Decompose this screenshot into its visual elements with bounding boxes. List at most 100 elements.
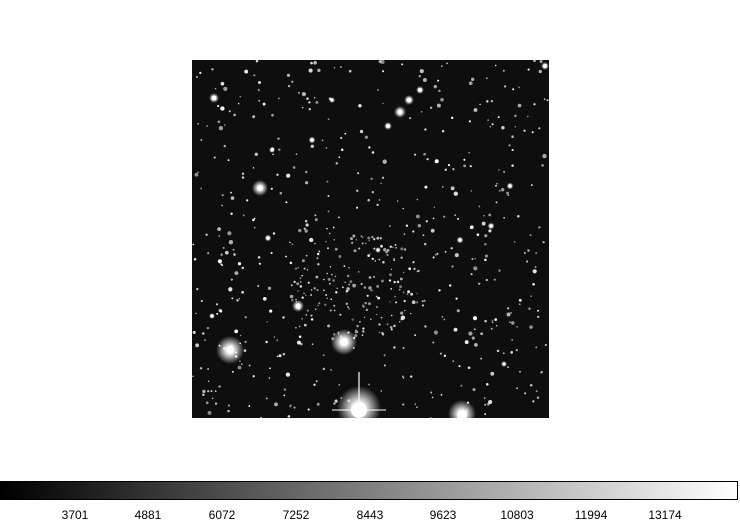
background-star — [524, 392, 527, 395]
background-star — [293, 406, 296, 409]
background-star — [289, 405, 292, 408]
background-star — [430, 391, 433, 394]
cluster-star — [345, 290, 349, 293]
cluster-star — [369, 253, 371, 255]
background-star — [327, 210, 330, 213]
background-star — [422, 78, 427, 82]
background-star — [529, 234, 532, 237]
background-star — [544, 343, 548, 347]
background-star — [299, 285, 303, 288]
background-star — [253, 226, 256, 229]
background-star — [478, 205, 481, 208]
cluster-star — [368, 276, 372, 279]
background-star — [236, 299, 239, 302]
background-star — [258, 99, 261, 102]
background-star — [327, 195, 330, 197]
background-star — [537, 309, 540, 312]
background-star — [393, 346, 396, 349]
background-star — [434, 254, 437, 256]
background-star — [512, 88, 515, 91]
background-star — [248, 405, 251, 407]
background-star — [532, 269, 537, 274]
background-star — [506, 312, 511, 317]
background-star — [305, 223, 309, 227]
background-star — [534, 266, 537, 268]
background-star — [228, 110, 231, 113]
cluster-star — [380, 244, 383, 248]
background-star — [252, 115, 256, 119]
background-star — [517, 103, 522, 108]
background-star — [276, 355, 279, 358]
background-star — [298, 335, 302, 338]
background-star — [195, 343, 200, 348]
background-star — [420, 110, 423, 113]
background-star — [424, 128, 427, 131]
background-star — [511, 321, 515, 325]
background-star — [205, 401, 209, 405]
background-star — [359, 129, 364, 134]
cluster-star — [318, 250, 321, 253]
cluster-star — [353, 249, 357, 253]
cluster-star — [413, 267, 416, 271]
cluster-star — [380, 316, 383, 319]
background-star — [511, 135, 514, 138]
background-star — [495, 184, 497, 187]
background-star — [200, 299, 203, 303]
background-star — [309, 237, 314, 243]
background-star — [340, 136, 343, 140]
cluster-star — [410, 292, 414, 296]
colorbar-tick-labels: 3701 4881 6072 7252 8443 9623 10803 1199… — [0, 507, 740, 523]
background-star — [358, 271, 360, 273]
background-star — [497, 116, 500, 119]
background-star — [496, 182, 498, 185]
background-star — [446, 62, 448, 65]
background-star — [414, 153, 417, 156]
background-star — [272, 153, 274, 156]
background-star — [456, 309, 460, 313]
background-star — [197, 288, 199, 290]
background-star — [471, 257, 474, 261]
cluster-star — [367, 236, 371, 240]
background-star — [394, 295, 396, 298]
cluster-star — [417, 269, 420, 273]
cluster-star — [318, 302, 321, 305]
background-star — [325, 147, 328, 149]
background-star — [538, 69, 542, 74]
background-star — [383, 364, 386, 367]
background-star — [383, 354, 386, 357]
background-star — [304, 219, 308, 223]
background-star — [346, 287, 350, 291]
background-star — [440, 394, 443, 396]
cluster-star — [301, 274, 303, 277]
background-star — [285, 372, 291, 377]
background-star — [289, 294, 294, 299]
cluster-star — [330, 273, 333, 276]
background-star — [214, 390, 217, 393]
background-star — [244, 316, 247, 319]
background-star — [246, 199, 249, 202]
cluster-star — [407, 290, 411, 294]
background-star — [255, 60, 259, 63]
cluster-star — [386, 248, 390, 252]
background-star — [242, 214, 245, 217]
background-star — [217, 259, 222, 264]
background-star — [239, 95, 242, 98]
background-star — [300, 342, 303, 346]
background-star — [490, 327, 493, 330]
background-star — [529, 325, 533, 329]
cluster-star — [385, 250, 388, 254]
background-star — [305, 181, 309, 185]
background-star — [328, 232, 331, 235]
background-star — [214, 402, 218, 405]
background-star — [217, 120, 221, 124]
background-star — [356, 324, 359, 328]
background-star — [200, 187, 203, 190]
background-star — [527, 249, 530, 252]
background-star — [452, 168, 455, 171]
background-star — [477, 282, 481, 286]
colorbar-tick: 11994 — [574, 508, 608, 522]
background-star — [506, 191, 510, 195]
background-star — [532, 283, 535, 286]
background-star — [533, 60, 536, 62]
background-star — [440, 98, 444, 102]
